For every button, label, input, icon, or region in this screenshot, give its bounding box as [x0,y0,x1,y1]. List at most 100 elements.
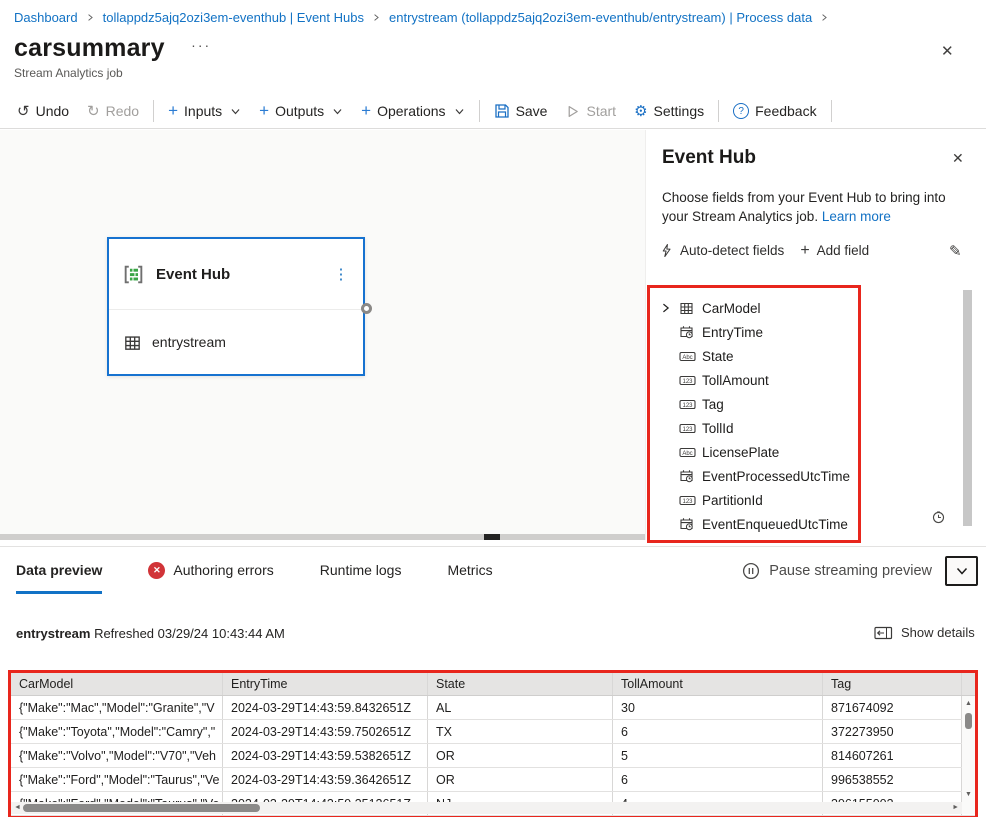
preview-refreshed-timestamp: Refreshed 03/29/24 10:43:44 AM [94,626,285,641]
save-label: Save [515,103,548,119]
show-details-button[interactable]: Show details [874,625,975,640]
auto-detect-fields-button[interactable]: Auto-detect fields [660,243,784,258]
field-row[interactable]: EventProcessedUtcTime [660,464,850,488]
preview-header: entrystream Refreshed 03/29/24 10:43:44 … [16,626,285,641]
field-row[interactable]: CarModel [660,296,850,320]
toolbar-divider [153,100,155,122]
cell-state: AL [428,696,613,719]
scrollbar-corner [962,802,975,814]
breadcrumb-dashboard[interactable]: Dashboard [14,9,78,25]
indent-spacer [660,494,673,507]
datetime-type-icon [679,325,696,339]
add-field-label: Add field [816,243,870,258]
breadcrumb-eventhub-namespace[interactable]: tollappdz5ajq2ozi3em-eventhub | Event Hu… [102,9,364,25]
start-label: Start [586,103,617,119]
field-row[interactable]: Tag [660,392,850,416]
table-row: {"Make":"Volvo","Model":"V70","Veh 2024-… [11,744,975,768]
field-row[interactable]: EntryTime [660,320,850,344]
tab-label: Authoring errors [173,562,274,578]
scroll-up-arrow-icon[interactable]: ▲ [965,700,972,707]
column-header[interactable]: State [428,673,613,695]
field-row[interactable]: State [660,344,850,368]
learn-more-link[interactable]: Learn more [821,209,891,224]
close-page-icon[interactable]: ✕ [941,43,954,60]
more-options-button[interactable]: ··· [191,37,212,53]
string-type-icon [679,445,696,459]
add-operations-button[interactable]: + Operations [352,96,473,126]
table-horizontal-scrollbar[interactable]: ◄ ► [11,802,962,814]
undo-button[interactable]: ↺ Undo [8,96,78,126]
tab-runtime-logs[interactable]: Runtime logs [320,547,402,594]
column-header[interactable]: EntryTime [223,673,428,695]
column-header[interactable]: CarModel [11,673,223,695]
pause-label: Pause streaming preview [769,562,932,579]
vertical-scrollbar-thumb[interactable] [965,713,972,729]
cell-tag: 871674092 [823,696,962,719]
node-more-options-icon[interactable]: ⋮ [333,266,349,283]
tab-data-preview[interactable]: Data preview [16,547,103,594]
scroll-down-arrow-icon[interactable]: ▼ [965,791,972,798]
node-input-row: entrystream [109,310,363,374]
cell-tollamount: 30 [613,696,823,719]
plus-icon: + [361,101,372,120]
breadcrumb-entrystream-process-data[interactable]: entrystream (tollappdz5ajq2ozi3em-eventh… [389,9,813,25]
number-type-icon [679,421,696,435]
cell-tag: 996538552 [823,768,962,791]
field-row[interactable]: TollAmount [660,368,850,392]
cell-state: OR [428,744,613,767]
scroll-left-arrow-icon[interactable]: ◄ [14,804,21,811]
panel-description: Choose fields from your Event Hub to bri… [662,188,972,226]
node-title: Event Hub [156,265,231,283]
add-outputs-button[interactable]: + Outputs [250,96,352,126]
number-type-icon [679,397,696,411]
table-row: {"Make":"Toyota","Model":"Camry"," 2024-… [11,720,975,744]
panel-vertical-scrollbar[interactable] [963,290,972,526]
feedback-button[interactable]: ? Feedback [724,96,825,126]
node-output-connector[interactable] [361,303,372,314]
horizontal-scrollbar-thumb[interactable] [23,804,260,812]
lightning-icon [660,243,673,258]
canvas-horizontal-scrollbar[interactable] [0,534,645,540]
tab-metrics[interactable]: Metrics [447,547,492,594]
save-button[interactable]: Save [485,96,557,126]
tab-authoring-errors[interactable]: ✕ Authoring errors [148,547,274,594]
pause-streaming-preview-button[interactable]: Pause streaming preview [742,562,932,580]
canvas-scrollbar-thumb[interactable] [484,534,500,540]
field-name: TollAmount [702,372,769,388]
toolbar-divider [830,100,832,122]
event-hub-config-panel: Event Hub ✕ Choose fields from your Even… [645,130,986,543]
chevron-down-icon [332,106,343,117]
cell-tollamount: 6 [613,768,823,791]
breadcrumb: Dashboard tollappdz5ajq2ozi3em-eventhub … [0,0,986,30]
field-row[interactable]: PartitionId [660,488,850,512]
undo-icon: ↺ [17,102,30,120]
table-vertical-scrollbar[interactable]: ▲ ▼ [962,696,975,802]
question-circle-icon: ? [733,103,750,119]
field-row[interactable]: EventEnqueuedUtcTime [660,512,850,536]
string-type-icon [679,349,696,363]
redo-button[interactable]: ↻ Redo [78,96,148,126]
column-header[interactable]: TollAmount [613,673,823,695]
datetime-type-icon [679,517,696,531]
chevron-down-icon [454,106,465,117]
column-header[interactable]: Tag [823,673,962,695]
history-clock-icon[interactable] [932,511,945,524]
panel-close-icon[interactable]: ✕ [952,150,964,166]
event-hub-node[interactable]: Event Hub ⋮ entrystream [107,237,372,376]
add-inputs-button[interactable]: + Inputs [159,96,250,126]
undo-label: Undo [35,103,70,119]
field-row[interactable]: TollId [660,416,850,440]
start-button[interactable]: Start [556,96,625,126]
field-name: EntryTime [702,324,764,340]
scroll-right-arrow-icon[interactable]: ► [952,804,959,811]
collapse-panel-button[interactable] [945,555,978,586]
settings-button[interactable]: ⚙ Settings [625,96,713,126]
chevron-right-icon[interactable] [660,302,673,315]
field-name: EventProcessedUtcTime [701,468,850,484]
add-field-button[interactable]: + Add field [800,242,870,258]
field-row[interactable]: LicensePlate [660,440,850,464]
show-details-label: Show details [901,625,975,640]
edit-fields-pencil-icon[interactable]: ✎ [949,243,962,260]
play-icon [565,104,580,119]
cell-entrytime: 2024-03-29T14:43:59.8432651Z [223,696,428,719]
